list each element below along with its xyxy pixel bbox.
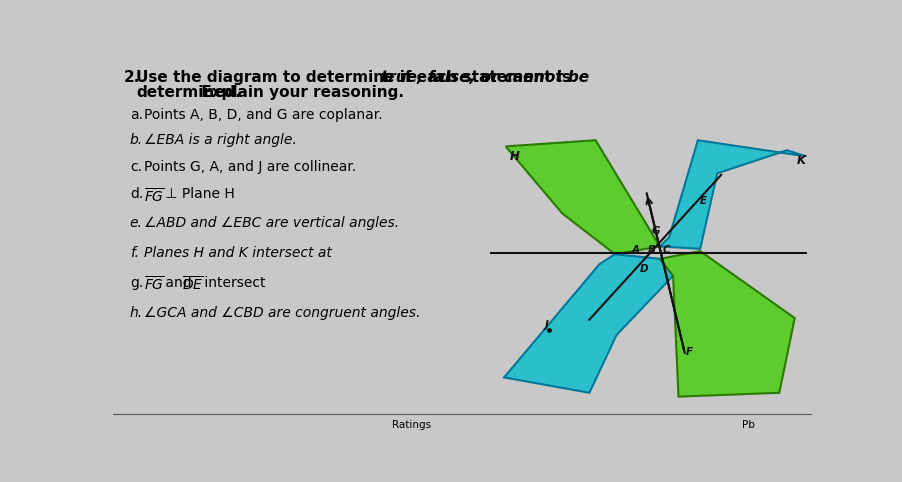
Text: Points A, B, D, and G are coplanar.: Points A, B, D, and G are coplanar. [143,108,382,122]
Text: $\overline{DE}$: $\overline{DE}$ [182,276,204,294]
Text: ∠EBA is a right angle.: ∠EBA is a right angle. [143,134,297,147]
Text: true, false, or cannot be: true, false, or cannot be [381,70,589,85]
Text: Points G, A, and J are collinear.: Points G, A, and J are collinear. [143,160,356,174]
Text: H: H [510,150,520,163]
Text: Ratings: Ratings [391,420,430,430]
Text: determined.: determined. [136,85,241,100]
Text: A: A [632,245,640,255]
Text: B: B [648,245,656,255]
Text: K: K [796,154,805,167]
Text: a.: a. [130,108,143,122]
Text: $\overline{FG}$: $\overline{FG}$ [143,276,164,294]
Text: G: G [651,226,660,236]
Text: and: and [161,276,196,290]
Text: J: J [545,320,549,330]
Text: Pb: Pb [741,420,755,430]
Text: intersect: intersect [199,276,265,290]
Text: $\overline{FG}$: $\overline{FG}$ [143,187,164,205]
Text: ∠ABD and ∠EBC are vertical angles.: ∠ABD and ∠EBC are vertical angles. [143,215,399,230]
Text: C: C [663,245,670,255]
Text: Planes H and K intersect at: Planes H and K intersect at [143,246,332,260]
Text: ⊥ Plane H: ⊥ Plane H [161,187,235,201]
Text: E: E [699,197,706,206]
Text: 2.: 2. [124,70,140,85]
Text: F: F [686,347,694,357]
Polygon shape [506,140,660,254]
Text: Use the diagram to determine if each statement is: Use the diagram to determine if each sta… [136,70,576,85]
Text: D: D [640,264,649,274]
Text: g.: g. [130,276,143,290]
Text: c.: c. [130,160,142,174]
Polygon shape [504,254,673,393]
Text: Explain your reasoning.: Explain your reasoning. [197,85,404,100]
Polygon shape [660,140,806,249]
Text: h.: h. [130,306,143,320]
Text: e.: e. [130,215,143,230]
Text: b.: b. [130,134,143,147]
Text: f.: f. [130,246,139,260]
Polygon shape [660,251,795,397]
Text: ∠GCA and ∠CBD are congruent angles.: ∠GCA and ∠CBD are congruent angles. [143,306,420,320]
Text: d.: d. [130,187,143,201]
